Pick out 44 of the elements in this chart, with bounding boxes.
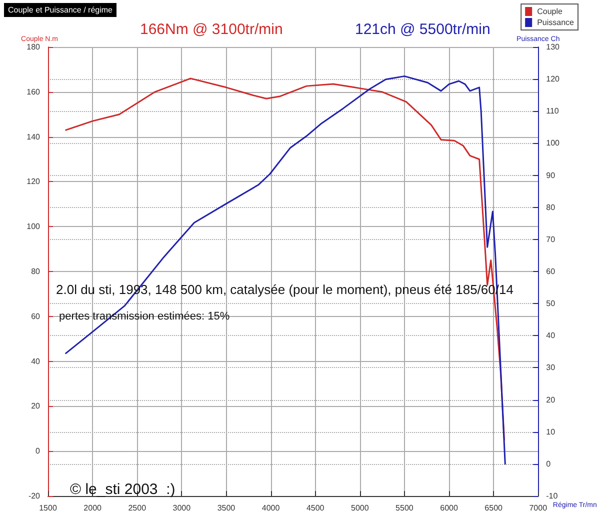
y2-tick-label: 10 xyxy=(546,427,556,436)
text: 166Nm @ 3100tr/min xyxy=(140,21,283,38)
y2-tick-label: 120 xyxy=(546,74,560,84)
x-tick-label: 5000 xyxy=(350,504,370,512)
x-tick-label: 2000 xyxy=(84,504,102,512)
x-tick-label: 1500 xyxy=(39,504,58,512)
x-tick-label: 3000 xyxy=(172,504,192,512)
annotation: © le_sti 2003 :) xyxy=(70,481,176,498)
y2-tick-label: -10 xyxy=(546,492,558,500)
chart-title: Couple et Puissance / régime xyxy=(8,6,114,14)
x-tick-label: 6000 xyxy=(440,504,458,512)
y-tick-label: 0 xyxy=(36,446,41,456)
y2-tick-label: 20 xyxy=(546,395,556,404)
y-tick-label: 120 xyxy=(26,177,41,186)
legend-label: Puissance xyxy=(537,18,575,27)
x-tick-label: 2500 xyxy=(128,504,147,512)
text: 121ch @ 5500tr/min xyxy=(355,21,490,38)
y-tick-label: 100 xyxy=(26,222,41,232)
y-tick-label: -20 xyxy=(28,492,41,500)
y-tick-label: 60 xyxy=(31,312,41,321)
x-tick-label: 5500 xyxy=(396,504,414,512)
y2-tick-label: 70 xyxy=(546,234,556,244)
y2-tick-label: 100 xyxy=(546,138,560,148)
x-tick-label: 6500 xyxy=(484,504,504,512)
y2-tick-label: 40 xyxy=(546,331,556,340)
y-tick-label: 180 xyxy=(26,42,41,52)
y2-tick-label: 110 xyxy=(546,106,560,116)
y-tick-label: 140 xyxy=(26,132,41,142)
y2-tick-label: 80 xyxy=(546,202,556,212)
legend-label: Couple xyxy=(537,7,563,16)
y2-tick-label: 50 xyxy=(546,299,556,308)
x-tick-label: 3500 xyxy=(217,504,236,512)
y2-tick-label: 130 xyxy=(546,42,560,52)
y2-tick-label: 60 xyxy=(546,267,556,276)
y2-tick-label: 90 xyxy=(546,170,556,180)
y2-tick-label: 30 xyxy=(546,363,556,372)
x-tick-label: 7000 xyxy=(529,504,548,512)
x-tick-label: 4000 xyxy=(262,504,280,512)
x-tick-label: 4500 xyxy=(306,504,325,512)
y-tick-label: 160 xyxy=(26,87,41,96)
y2-tick-label: 0 xyxy=(546,459,552,468)
y-tick-label: 20 xyxy=(31,402,41,411)
y-tick-label: 80 xyxy=(31,267,41,276)
y-tick-label: 40 xyxy=(31,356,41,366)
